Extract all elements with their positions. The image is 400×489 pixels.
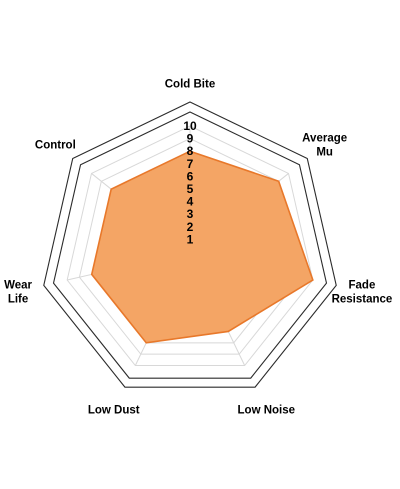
tick-label-6: 6 — [187, 169, 194, 183]
tick-label-8: 8 — [187, 144, 194, 158]
series-area-0 — [90, 150, 314, 344]
tick-label-1: 1 — [187, 232, 194, 246]
grid-ring-10 — [66, 125, 314, 367]
axis-label-wear-life: Wear Life — [4, 280, 32, 306]
axis-label-line: Control — [35, 139, 76, 151]
axis-label-line: Cold Bite — [165, 79, 215, 91]
axis-label-line: Average — [302, 132, 347, 144]
axis-label-line: Wear — [4, 280, 32, 292]
axis-label-line: Resistance — [332, 294, 393, 306]
tick-label-10: 10 — [183, 119, 197, 133]
axis-label-average-mu: Average Mu — [302, 132, 347, 158]
tick-label-2: 2 — [187, 220, 194, 234]
tick-label-4: 4 — [187, 195, 194, 209]
outer-ring-1 — [52, 111, 328, 379]
outer-ring-2 — [43, 101, 337, 388]
axis-label-low-noise: Low Noise — [238, 404, 296, 416]
radar-series — [90, 150, 314, 344]
tick-label-7: 7 — [187, 157, 194, 171]
axis-label-line: Fade — [349, 280, 376, 292]
tick-label-9: 9 — [187, 132, 194, 146]
tick-label-3: 3 — [187, 207, 194, 221]
axis-label-line: Life — [8, 294, 28, 306]
tick-label-5: 5 — [187, 182, 194, 196]
axis-label-line: Low Noise — [238, 404, 296, 416]
radar-axis-labels: Cold Bite Average Mu Fade Resistance Low Nois… — [4, 79, 392, 417]
axis-label-line: Mu — [316, 146, 333, 158]
axis-label-control: Control — [35, 139, 76, 151]
axis-label-cold-bite: Cold Bite — [165, 79, 215, 91]
axis-label-low-dust: Low Dust — [88, 404, 140, 416]
axis-label-line: Low Dust — [88, 404, 140, 416]
axis-label-fade-resistance: Fade Resistance — [332, 280, 393, 306]
